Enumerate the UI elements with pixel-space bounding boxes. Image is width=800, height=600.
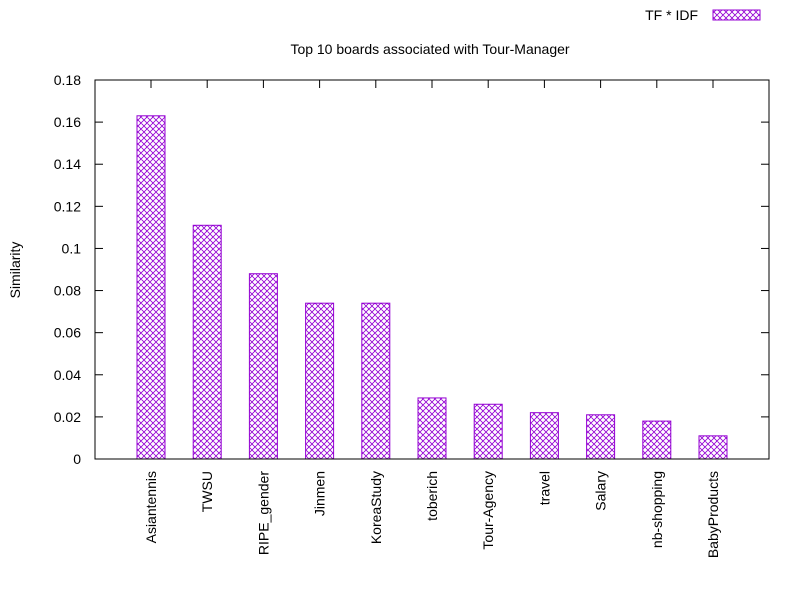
bar-salary <box>586 414 616 460</box>
bar-babyproducts <box>698 435 728 460</box>
bar-travel <box>529 412 559 460</box>
y-tick-label: 0.16 <box>54 114 81 130</box>
bar-toberich <box>417 397 447 460</box>
bar-nb-shopping <box>642 420 672 460</box>
y-tick-label: 0.18 <box>54 72 81 88</box>
bar-asiantennis <box>136 115 166 460</box>
y-tick-label: 0.02 <box>54 409 81 425</box>
x-tick-label: TWSU <box>199 471 215 512</box>
y-tick-label: 0.08 <box>54 283 81 299</box>
y-tick-label: 0.04 <box>54 367 81 383</box>
y-axis-label: Similarity <box>7 242 23 299</box>
y-tick-label: 0.06 <box>54 325 81 341</box>
x-tick-label: travel <box>536 471 552 505</box>
x-tick-label: nb-shopping <box>649 471 665 548</box>
x-tick-label: BabyProducts <box>705 471 721 558</box>
y-tick-label: 0.14 <box>54 156 81 172</box>
y-tick-label: 0.12 <box>54 198 81 214</box>
x-tick-label: KoreaStudy <box>368 471 384 544</box>
bar-twsu <box>192 224 222 460</box>
x-tick-label: Asiantennis <box>143 471 159 543</box>
chart-title: Top 10 boards associated with Tour-Manag… <box>290 41 569 57</box>
bar-koreastudy <box>361 302 391 460</box>
y-tick-label: 0.1 <box>62 240 82 256</box>
legend-swatch <box>712 9 761 21</box>
bar-tour-agency <box>473 403 503 460</box>
x-tick-label: Tour-Agency <box>480 471 496 550</box>
plot-frame <box>94 79 770 460</box>
bar-jinmen <box>305 302 335 460</box>
x-tick-label: RIPE_gender <box>255 471 271 555</box>
legend-label: TF * IDF <box>645 7 698 23</box>
x-tick-label: toberich <box>424 471 440 521</box>
x-tick-label: Jinmen <box>312 471 328 516</box>
x-tick-label: Salary <box>593 471 609 511</box>
legend: TF * IDF <box>645 7 761 23</box>
bar-ripe-gender <box>248 273 278 460</box>
y-tick-label: 0 <box>73 451 81 467</box>
